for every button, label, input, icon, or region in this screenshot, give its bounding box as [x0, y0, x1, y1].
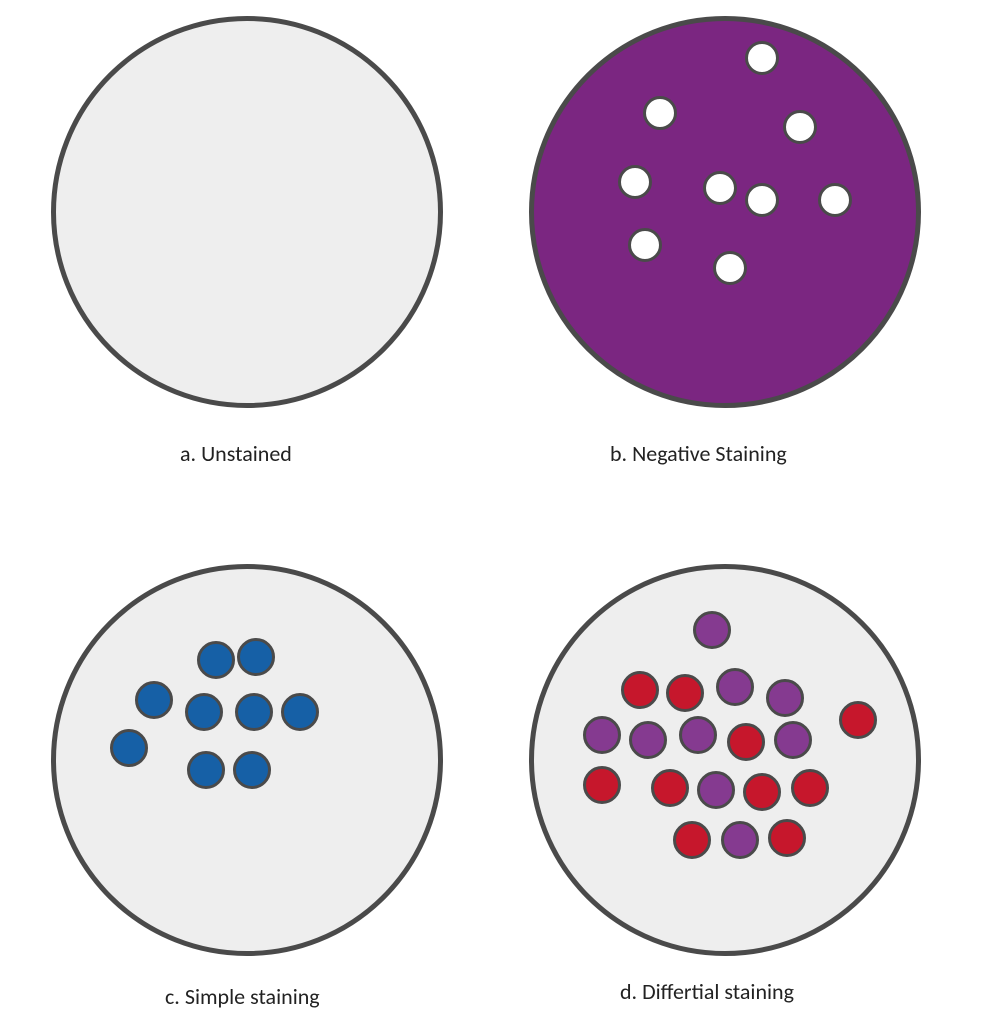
simple-staining-dish-cell	[185, 693, 223, 731]
simple-staining-dish-cell	[197, 641, 235, 679]
differential-staining-dish-cell	[727, 723, 765, 761]
negative-staining-dish-cell	[628, 228, 662, 262]
negative-staining-dish-cell	[618, 165, 652, 199]
simple-staining-dish-cell	[135, 681, 173, 719]
simple-staining-dish-cell	[237, 638, 275, 676]
differential-staining-dish-cell	[629, 721, 667, 759]
negative-staining-dish-cell	[745, 183, 779, 217]
unstained-dish	[51, 16, 443, 408]
differential-staining-dish-cell	[743, 773, 781, 811]
differential-staining-dish-cell	[679, 716, 717, 754]
differential-staining-dish-cell	[666, 674, 704, 712]
simple-staining-dish-cell	[110, 729, 148, 767]
differential-staining-dish-cell	[651, 769, 689, 807]
differential-staining-dish-cell	[583, 716, 621, 754]
negative-staining-dish-cell	[783, 110, 817, 144]
differential-staining-dish-cell	[621, 671, 659, 709]
simple-staining-dish-cell	[281, 693, 319, 731]
differential-staining-dish-cell	[774, 721, 812, 759]
negative-staining-dish-cell	[745, 41, 779, 75]
negative-staining-dish	[529, 16, 921, 408]
simple-staining-dish-cell	[233, 751, 271, 789]
differential-staining-dish-cell	[766, 679, 804, 717]
negative-staining-dish-cell	[818, 183, 852, 217]
differential-staining-dish-cell	[721, 821, 759, 859]
negative-staining-dish-cell	[643, 96, 677, 130]
caption-unstained: a. Unstained	[180, 440, 292, 467]
negative-staining-dish-cell	[713, 251, 747, 285]
diagram-stage: a. Unstained b. Negative Staining c. Sim…	[0, 0, 981, 1024]
caption-negative: b. Negative Staining	[610, 440, 787, 467]
negative-staining-dish-cell	[703, 171, 737, 205]
differential-staining-dish-cell	[697, 771, 735, 809]
differential-staining-dish-cell	[673, 821, 711, 859]
differential-staining-dish-cell	[768, 819, 806, 857]
caption-differential: d. Differtial staining	[620, 978, 794, 1005]
differential-staining-dish-cell	[791, 769, 829, 807]
simple-staining-dish-cell	[187, 751, 225, 789]
simple-staining-dish-cell	[235, 693, 273, 731]
differential-staining-dish-cell	[583, 766, 621, 804]
differential-staining-dish-cell	[839, 701, 877, 739]
caption-simple: c. Simple staining	[165, 983, 320, 1010]
differential-staining-dish-cell	[716, 668, 754, 706]
differential-staining-dish-cell	[693, 611, 731, 649]
